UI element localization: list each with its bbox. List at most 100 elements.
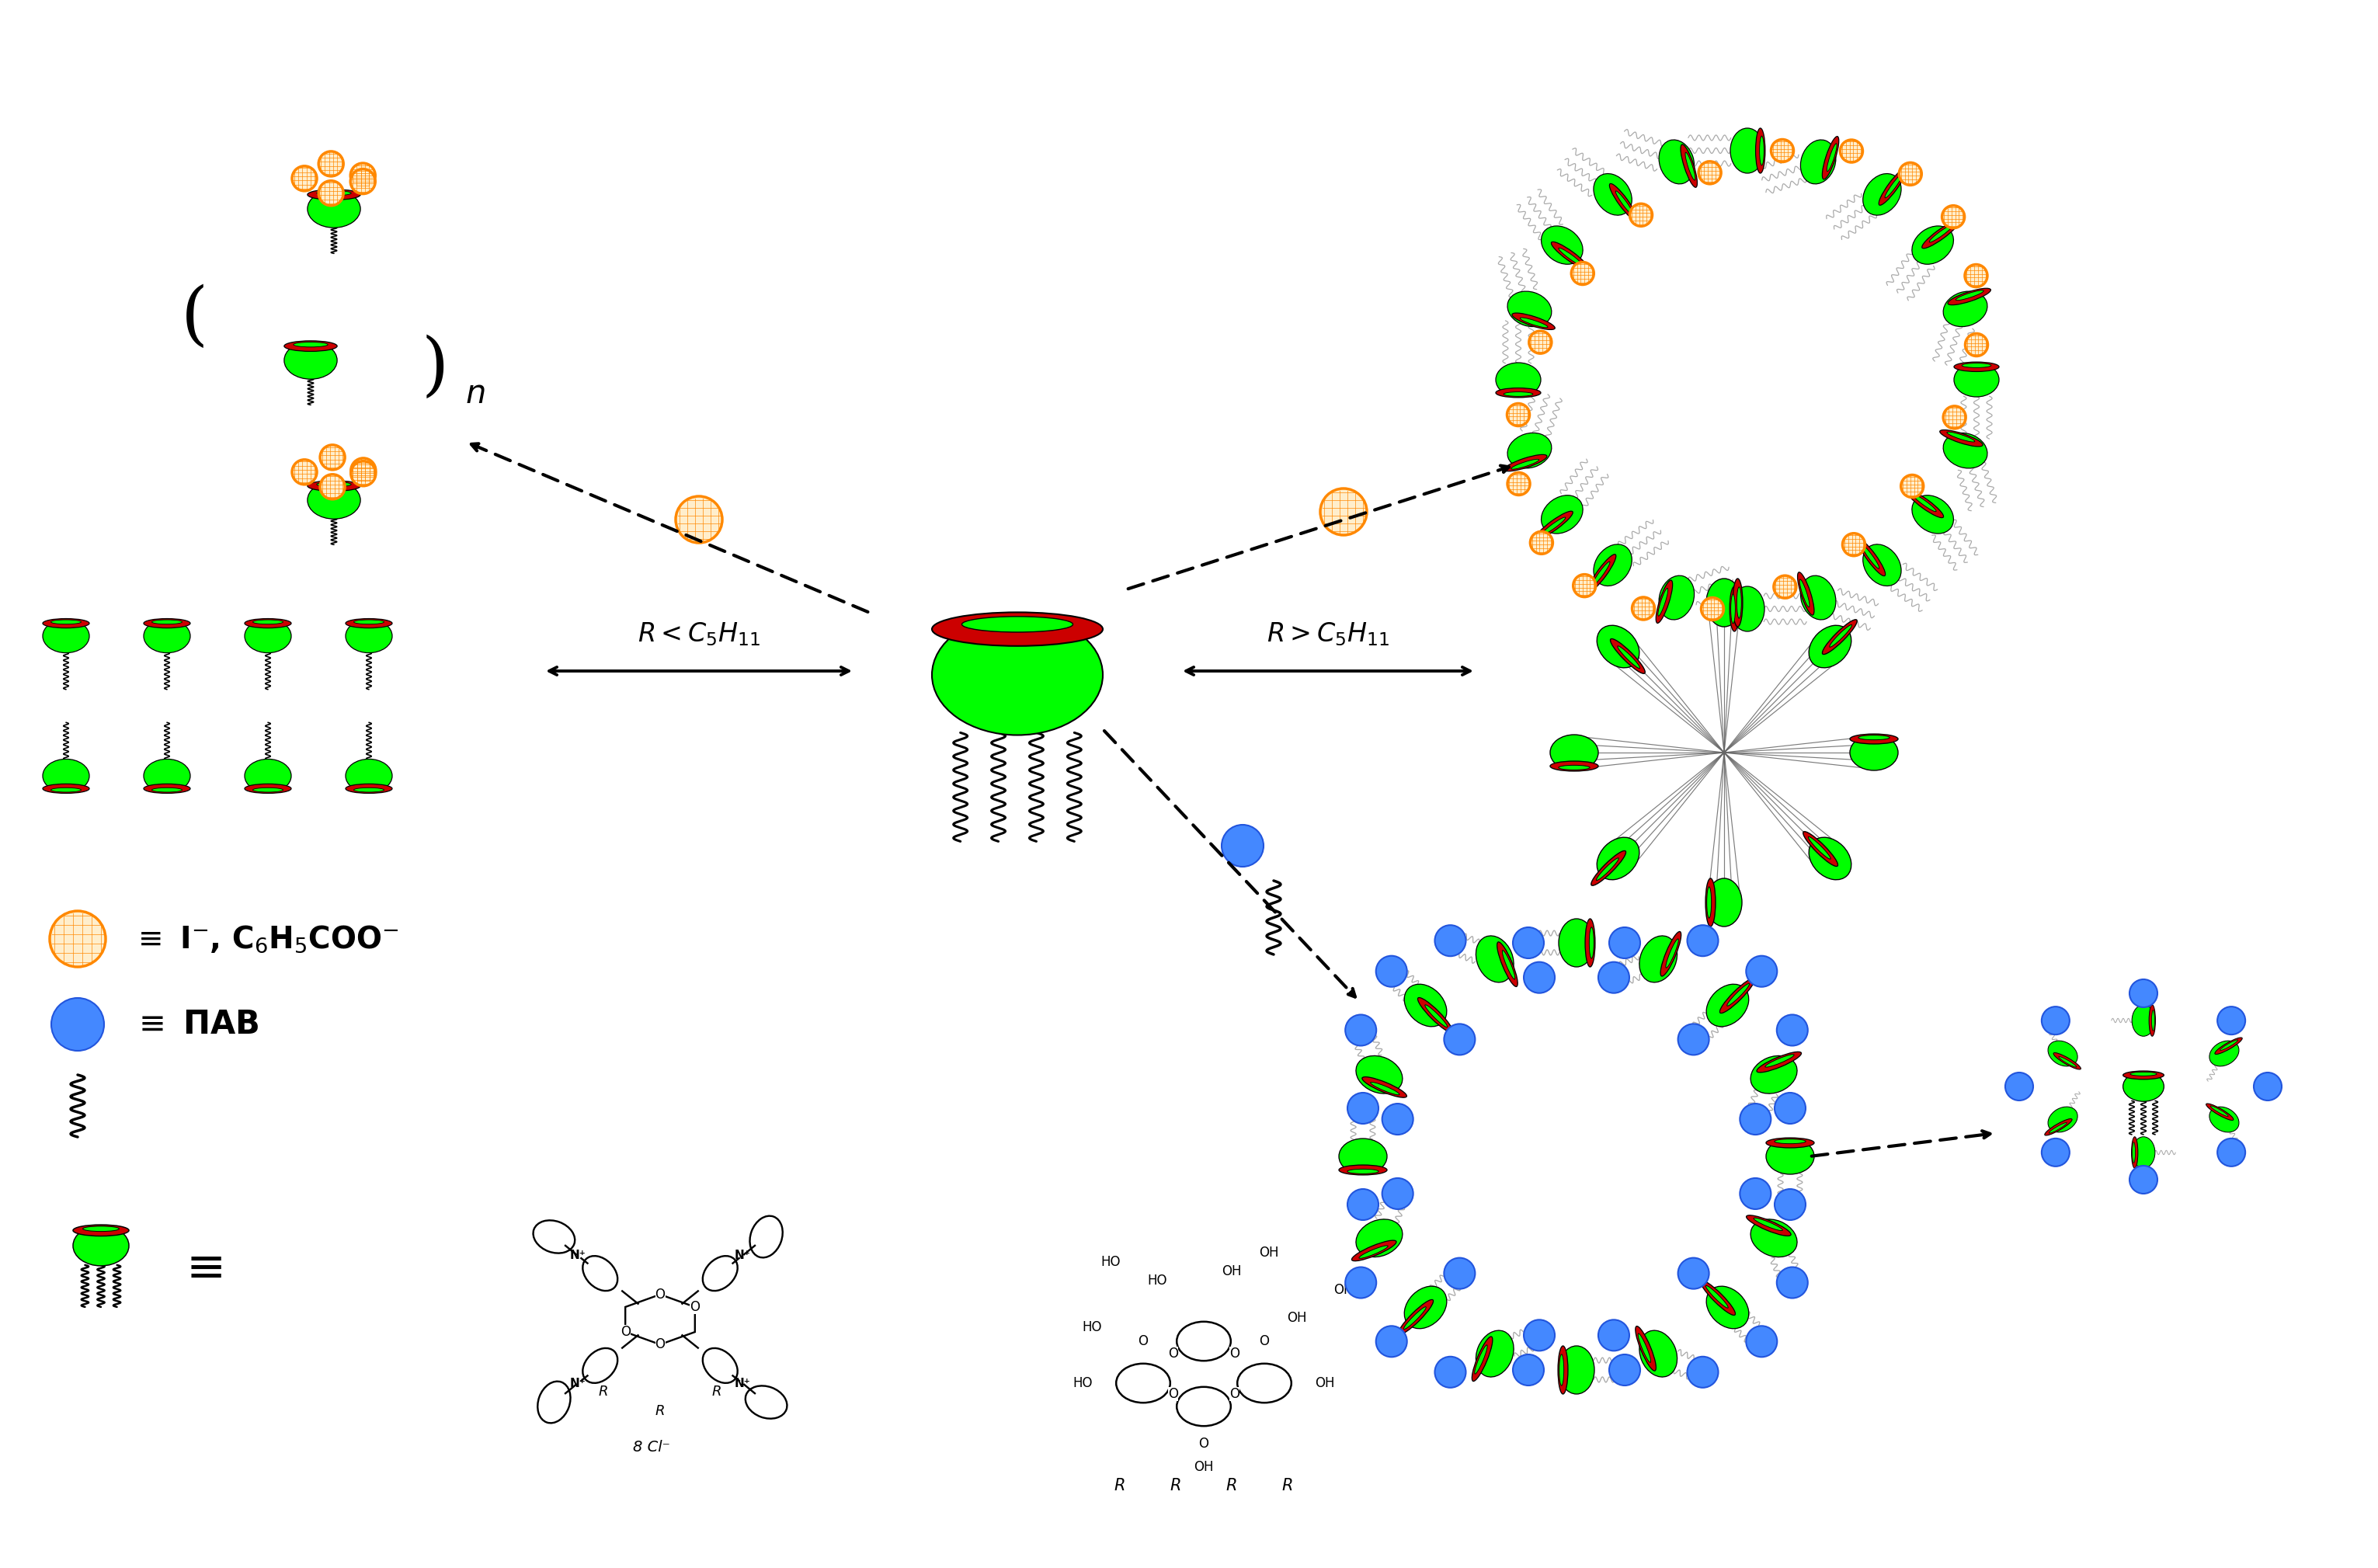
Text: N⁺: N⁺ <box>571 1377 585 1389</box>
Ellipse shape <box>1550 735 1598 770</box>
Circle shape <box>1434 925 1465 956</box>
Ellipse shape <box>1707 985 1748 1027</box>
Ellipse shape <box>152 787 183 792</box>
Circle shape <box>1943 205 1964 227</box>
Circle shape <box>1222 825 1263 867</box>
Ellipse shape <box>1955 362 2000 372</box>
Text: R: R <box>711 1385 723 1399</box>
Circle shape <box>1741 1104 1772 1135</box>
Circle shape <box>1377 1327 1408 1356</box>
Ellipse shape <box>1498 942 1517 986</box>
Ellipse shape <box>1550 760 1598 771</box>
Ellipse shape <box>74 1225 128 1236</box>
Circle shape <box>1524 1320 1555 1350</box>
Ellipse shape <box>2124 1071 2164 1101</box>
Ellipse shape <box>1512 314 1555 329</box>
Ellipse shape <box>1660 931 1681 977</box>
Text: OH: OH <box>1315 1377 1334 1391</box>
Ellipse shape <box>1862 174 1900 215</box>
Ellipse shape <box>1474 1345 1486 1374</box>
Circle shape <box>352 461 376 486</box>
Ellipse shape <box>1503 950 1515 980</box>
Ellipse shape <box>143 619 190 629</box>
Ellipse shape <box>2212 1105 2228 1116</box>
Ellipse shape <box>307 481 361 491</box>
Ellipse shape <box>307 190 361 227</box>
Ellipse shape <box>1541 517 1565 535</box>
Ellipse shape <box>1657 588 1667 616</box>
Text: ≡: ≡ <box>185 1247 226 1292</box>
Circle shape <box>2254 1073 2283 1101</box>
Ellipse shape <box>1558 919 1593 967</box>
Ellipse shape <box>1707 579 1743 627</box>
Ellipse shape <box>345 784 392 793</box>
Ellipse shape <box>1520 318 1548 328</box>
Ellipse shape <box>283 342 338 379</box>
Text: HO: HO <box>1101 1254 1120 1269</box>
Ellipse shape <box>1560 1355 1565 1386</box>
Ellipse shape <box>43 759 90 792</box>
Ellipse shape <box>1638 1333 1650 1363</box>
Ellipse shape <box>245 784 290 793</box>
Ellipse shape <box>2209 1041 2240 1066</box>
Ellipse shape <box>345 619 392 629</box>
Ellipse shape <box>1472 1336 1493 1381</box>
Text: N⁺: N⁺ <box>735 1250 751 1262</box>
Ellipse shape <box>50 619 81 624</box>
Ellipse shape <box>1736 586 1741 618</box>
Ellipse shape <box>1879 168 1907 205</box>
Ellipse shape <box>1358 1245 1389 1259</box>
Ellipse shape <box>1508 292 1550 326</box>
Text: HO: HO <box>1146 1273 1168 1287</box>
Ellipse shape <box>1370 1082 1398 1094</box>
Ellipse shape <box>1591 851 1627 886</box>
Ellipse shape <box>1707 878 1743 927</box>
Ellipse shape <box>1558 1345 1593 1394</box>
Ellipse shape <box>1829 624 1852 648</box>
Circle shape <box>1943 406 1967 428</box>
Ellipse shape <box>2150 1005 2154 1036</box>
Ellipse shape <box>1731 586 1764 632</box>
Ellipse shape <box>152 619 183 624</box>
Ellipse shape <box>1593 561 1610 585</box>
Ellipse shape <box>1598 626 1638 668</box>
Ellipse shape <box>2047 1107 2078 1132</box>
Circle shape <box>2005 1073 2033 1101</box>
Ellipse shape <box>1508 433 1550 469</box>
Circle shape <box>1900 475 1924 497</box>
Ellipse shape <box>1962 364 1990 367</box>
Ellipse shape <box>1339 1138 1386 1174</box>
Ellipse shape <box>283 340 338 351</box>
Circle shape <box>1598 1320 1629 1350</box>
Circle shape <box>292 459 316 485</box>
Ellipse shape <box>1339 1165 1386 1174</box>
Ellipse shape <box>252 619 283 624</box>
Circle shape <box>2128 1165 2157 1193</box>
Ellipse shape <box>143 759 190 792</box>
Circle shape <box>1688 925 1719 956</box>
Ellipse shape <box>2152 1010 2154 1030</box>
Circle shape <box>1700 597 1724 619</box>
Circle shape <box>1382 1104 1413 1135</box>
Ellipse shape <box>43 784 90 793</box>
Circle shape <box>1346 1267 1377 1298</box>
Ellipse shape <box>1862 544 1900 586</box>
Ellipse shape <box>307 481 361 519</box>
Ellipse shape <box>245 619 290 629</box>
Text: n: n <box>466 378 487 411</box>
Circle shape <box>1512 1355 1543 1386</box>
Circle shape <box>1776 1014 1807 1046</box>
Circle shape <box>1320 489 1367 535</box>
Ellipse shape <box>43 619 90 629</box>
Ellipse shape <box>1803 831 1838 867</box>
Ellipse shape <box>1593 174 1631 215</box>
Circle shape <box>1512 927 1543 958</box>
Ellipse shape <box>1477 1330 1515 1377</box>
Circle shape <box>1572 262 1593 285</box>
Ellipse shape <box>1348 1170 1379 1174</box>
Text: OH: OH <box>1258 1245 1279 1259</box>
Ellipse shape <box>1541 495 1584 533</box>
Circle shape <box>321 445 345 470</box>
Ellipse shape <box>1558 765 1591 770</box>
Ellipse shape <box>1496 387 1541 398</box>
